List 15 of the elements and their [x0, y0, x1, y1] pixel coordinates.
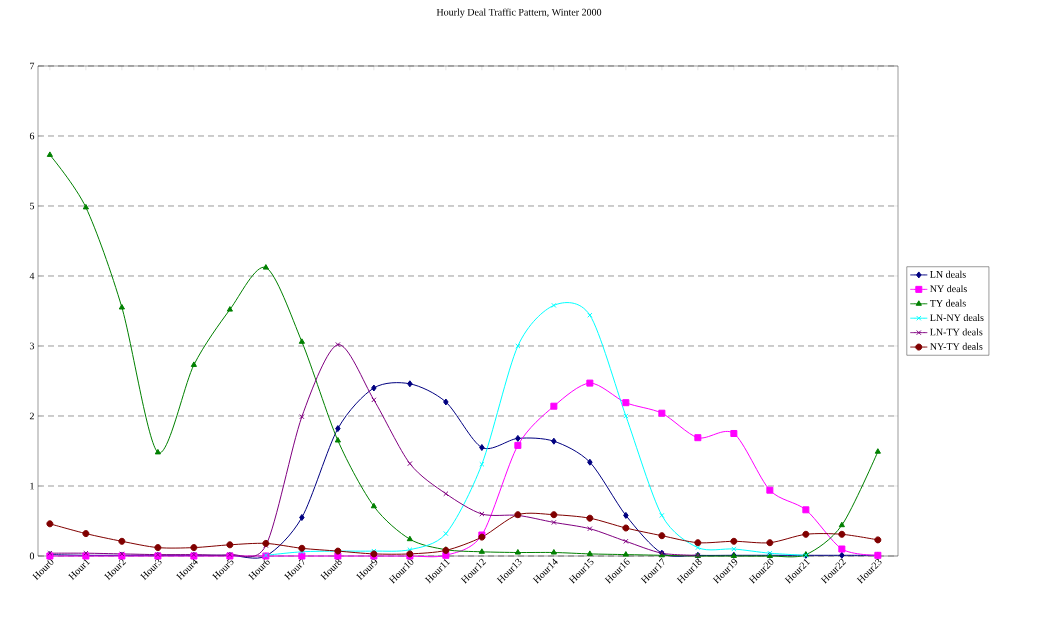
- legend-label: NY-TY deals: [930, 342, 983, 350]
- y-tick-label: 5: [30, 202, 35, 210]
- y-tick-label: 6: [29, 132, 35, 140]
- legend-label: LN-NY deals: [930, 313, 984, 322]
- chart-title: Hourly Deal Traffic Pattern, Winter 2000: [436, 8, 602, 18]
- legend-label: LN-TY deals: [930, 328, 983, 336]
- y-tick-label: 1: [30, 482, 34, 490]
- y-tick-label: 3: [29, 342, 35, 350]
- y-tick-label: 2: [29, 412, 34, 420]
- legend-label: LN deals: [930, 270, 966, 278]
- legend-label: TY deals: [929, 299, 966, 307]
- y-tick-label: 0: [29, 552, 35, 560]
- legend-label: NY deals: [930, 285, 967, 293]
- y-tick-label: 7: [30, 62, 35, 70]
- y-tick-label: 4: [29, 272, 35, 280]
